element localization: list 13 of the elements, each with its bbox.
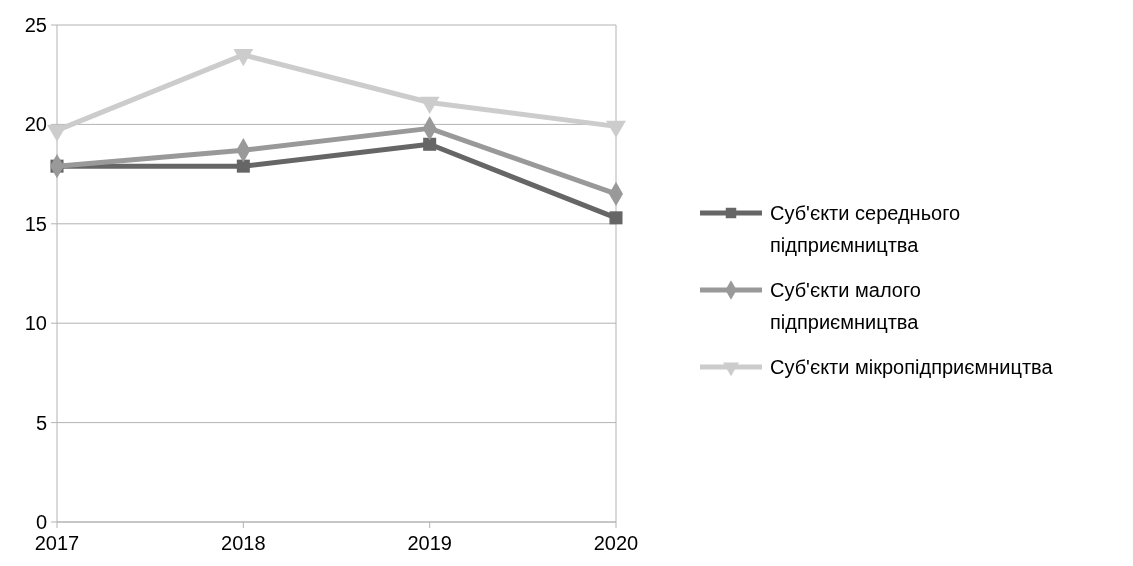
y-tick-label: 0 — [35, 511, 47, 533]
x-tick-label: 2018 — [221, 532, 266, 554]
legend-label: Суб'єкти малого підприємництва — [770, 279, 921, 333]
y-tick-label: 10 — [24, 312, 47, 335]
x-tick-label: 2017 — [34, 532, 80, 554]
y-tick-label: 20 — [24, 113, 47, 136]
y-tick-label: 5 — [35, 411, 47, 434]
y-tick-label: 15 — [24, 212, 47, 235]
x-tick-label: 2020 — [593, 532, 639, 554]
legend-label: Суб'єкти мікропідприємництва — [770, 356, 1054, 378]
y-tick-label: 25 — [24, 14, 47, 36]
legend-label: Суб'єкти середнього підприємництва — [770, 202, 961, 256]
x-tick-label: 2019 — [407, 532, 452, 554]
